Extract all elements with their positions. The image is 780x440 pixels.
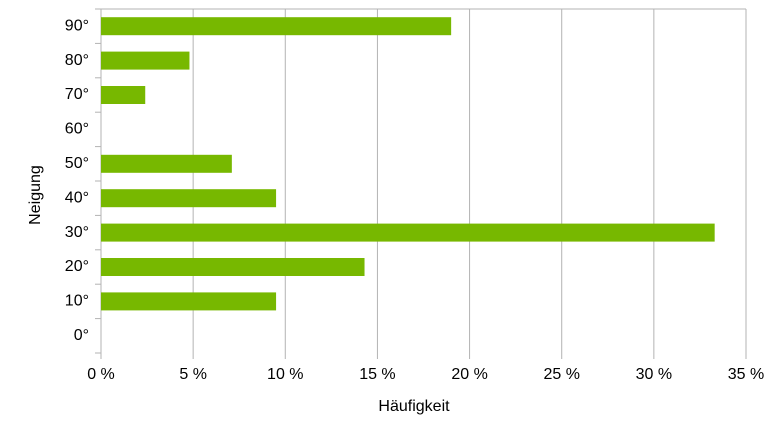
- y-tick-label: 60°: [65, 121, 89, 138]
- x-tick-label: 15 %: [359, 366, 395, 383]
- bar: [101, 223, 715, 242]
- bar: [101, 292, 277, 311]
- y-tick-label: 70°: [65, 86, 89, 103]
- y-axis-title: Neigung: [27, 165, 44, 225]
- bar: [101, 51, 190, 70]
- x-tick-label: 0 %: [87, 366, 115, 383]
- bar: [101, 189, 277, 208]
- bar: [101, 86, 146, 104]
- bar: [101, 17, 452, 36]
- y-tick-label: 0°: [74, 327, 89, 344]
- y-tick-label: 90°: [65, 17, 89, 34]
- bar: [101, 258, 365, 276]
- x-tick-label: 20 %: [451, 366, 487, 383]
- x-tick-label: 5 %: [179, 366, 207, 383]
- y-tick-label: 40°: [65, 189, 89, 206]
- x-tick-label: 35 %: [728, 366, 764, 383]
- y-tick-label: 30°: [65, 224, 89, 241]
- x-tick-label: 10 %: [267, 366, 303, 383]
- y-tick-label: 80°: [65, 52, 89, 69]
- x-axis-title: Häufigkeit: [378, 398, 450, 415]
- y-tick-label: 10°: [65, 293, 89, 310]
- y-tick-label: 20°: [65, 258, 89, 275]
- bar: [101, 154, 232, 173]
- x-tick-label: 25 %: [543, 366, 579, 383]
- x-tick-label: 30 %: [636, 366, 672, 383]
- y-tick-label: 50°: [65, 155, 89, 172]
